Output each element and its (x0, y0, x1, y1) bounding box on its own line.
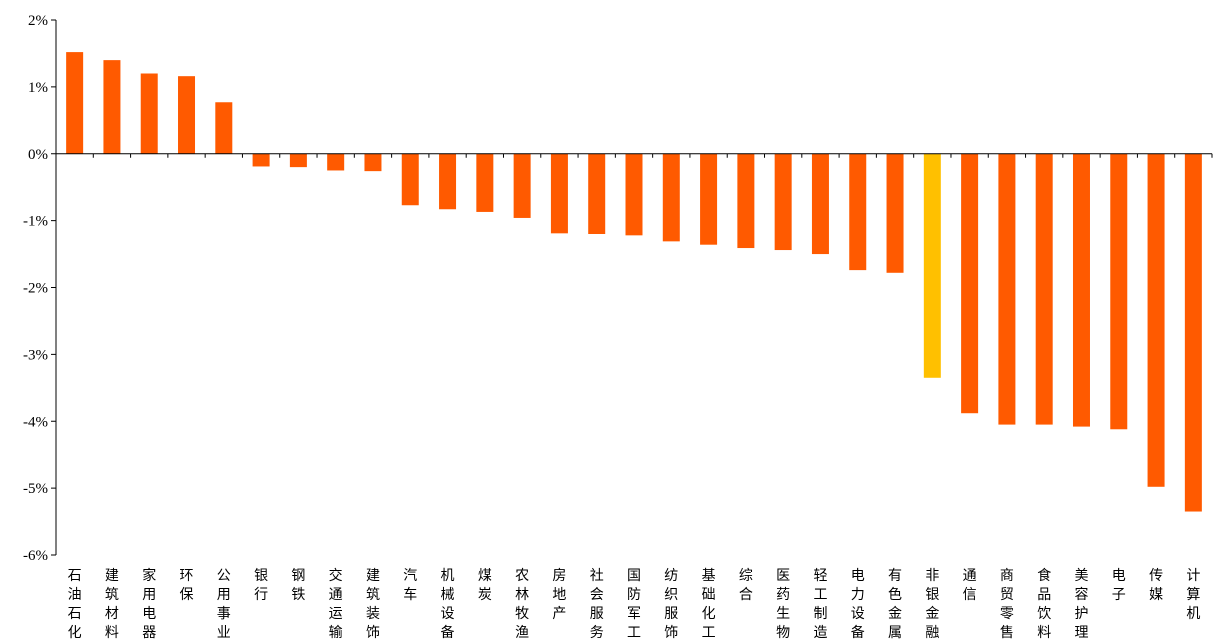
bar (961, 153, 979, 414)
bar (811, 153, 829, 255)
bar (625, 153, 643, 236)
category-label: 食品饮料 (1037, 567, 1051, 639)
category-label: 传媒 (1149, 568, 1163, 603)
category-label: 建筑装饰 (366, 568, 380, 639)
category-label: 汽车 (403, 568, 417, 603)
y-tick-label: -6% (23, 548, 48, 564)
bar (923, 153, 941, 378)
bar (588, 153, 606, 234)
y-tick-label: -4% (23, 414, 48, 430)
bar (439, 153, 457, 210)
category-label: 煤炭 (478, 568, 492, 603)
category-label: 房地产 (552, 568, 566, 622)
category-label: 非银金融 (925, 568, 939, 639)
bar (215, 102, 233, 154)
x-axis (55, 153, 1213, 158)
bar (252, 153, 270, 167)
category-label: 通信 (963, 568, 977, 603)
bar (700, 153, 718, 245)
category-label: 轻工制造 (813, 568, 827, 639)
y-tick-label: 1% (28, 80, 48, 96)
y-tick-label: -2% (23, 281, 48, 297)
category-label: 美容护理 (1074, 568, 1088, 639)
bar (774, 153, 792, 251)
bar (1035, 153, 1053, 425)
category-label: 医药生物 (776, 568, 790, 639)
bar (662, 153, 680, 242)
category-label: 计算机 (1186, 568, 1200, 622)
category-label: 交通运输 (329, 567, 343, 639)
category-label: 环保 (180, 568, 194, 603)
bar (401, 153, 419, 206)
bar (66, 52, 84, 154)
category-label: 农林牧渔 (515, 568, 529, 639)
bar (364, 153, 382, 172)
bar (1147, 153, 1165, 487)
bar (1072, 153, 1090, 427)
category-label: 基础化工 (702, 567, 716, 639)
category-label: 商贸零售 (1000, 568, 1014, 639)
category-label: 社会服务 (590, 568, 604, 639)
bars (66, 52, 1202, 512)
bar (1110, 153, 1128, 430)
bar (103, 60, 121, 154)
category-label: 建筑材料 (105, 568, 119, 639)
y-tick-label: -5% (23, 481, 48, 497)
bar (849, 153, 867, 271)
category-label: 家用电器 (142, 567, 156, 639)
y-tick-label: -1% (23, 214, 48, 230)
category-label: 公用事业 (217, 568, 231, 639)
bar (476, 153, 494, 212)
bar (886, 153, 904, 273)
category-label: 国防军工 (627, 568, 641, 639)
category-label: 银行 (254, 568, 268, 603)
category-label: 有色金属 (888, 568, 902, 639)
bar (550, 153, 568, 234)
y-axis: 2% 1% 0% -1% -2% -3% -4% -5% -6% (23, 13, 57, 564)
category-label: 纺织服饰 (664, 568, 678, 639)
category-label: 综合 (739, 568, 753, 603)
bar (737, 153, 755, 249)
bar (289, 153, 307, 168)
bar (327, 153, 345, 171)
y-tick-label: 0% (28, 147, 48, 163)
category-label: 机械设备 (441, 568, 455, 639)
category-label: 石油石化 (68, 568, 82, 639)
y-tick-label: 2% (28, 13, 48, 29)
y-tick-label: -3% (23, 347, 48, 363)
category-label: 钢铁 (291, 568, 305, 603)
bar (998, 153, 1016, 425)
bar (1184, 153, 1202, 512)
category-label: 电力设备 (851, 568, 865, 639)
bar (140, 73, 158, 154)
bar (513, 153, 531, 218)
category-label: 电子 (1112, 568, 1126, 603)
bar (178, 76, 196, 154)
